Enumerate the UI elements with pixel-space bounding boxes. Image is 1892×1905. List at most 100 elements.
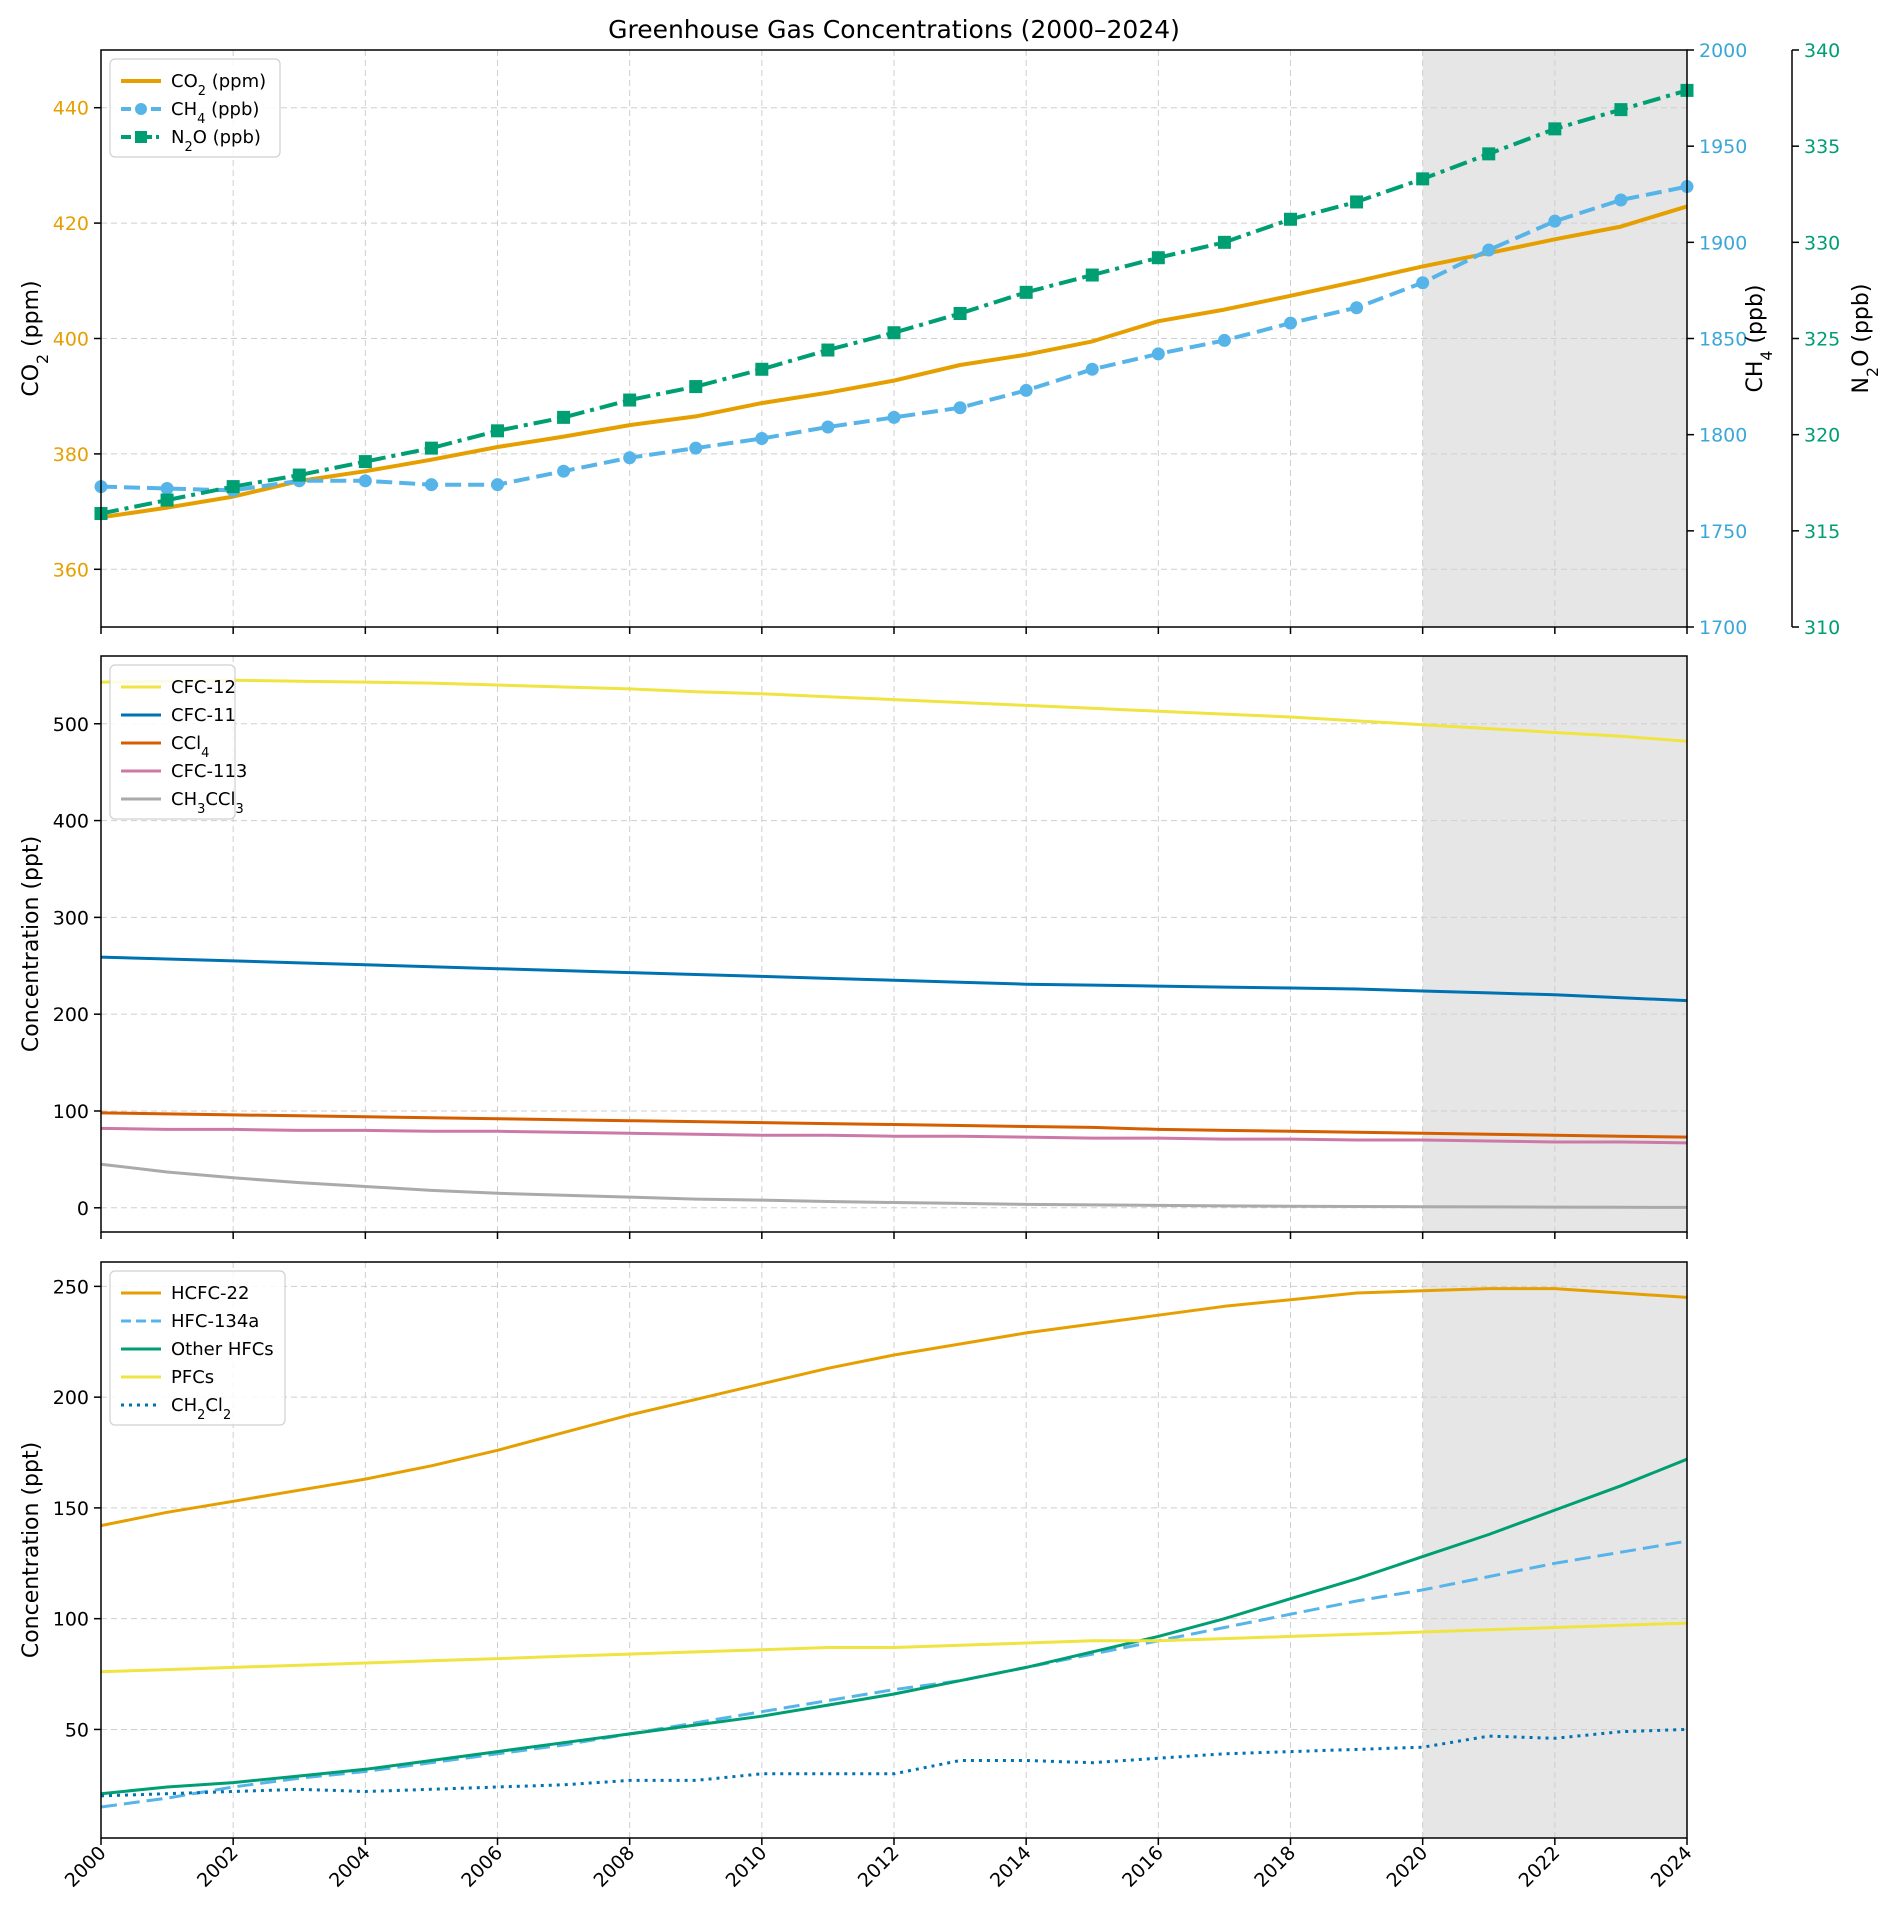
x-tick-label: 2002: [193, 1842, 243, 1892]
y-tick-label: 320: [1804, 425, 1840, 447]
series-line-co2-ppm-: [100, 204, 1688, 520]
series-line-ch2cl2: [100, 1727, 1688, 1798]
x-axis: 2000 2002 2004 2006 2008 2010 2012 2014 2016 2018…: [61, 1838, 1697, 1892]
legend-label: Other HFCs: [171, 1339, 274, 1360]
legend-label: HFC-134a: [171, 1311, 259, 1332]
legend-label: CFC-113: [171, 761, 247, 782]
shaded-region: [1422, 1262, 1687, 1838]
y-tick-label: 300: [53, 907, 89, 929]
legend-box: [109, 58, 281, 158]
data-point: [887, 326, 901, 340]
data-point: [557, 410, 571, 424]
y-tick-label: 500: [53, 714, 89, 736]
data-point: [821, 420, 835, 434]
data-point: [491, 478, 504, 492]
y-tick-label: 1700: [1699, 617, 1747, 639]
data-point: [292, 468, 306, 482]
y-tick-label: 360: [53, 559, 89, 581]
data-point: [557, 464, 571, 478]
y-tick-label: 0: [77, 1198, 89, 1220]
legend: CO2 (ppm)CH4 (ppb)N2O (ppb): [109, 58, 281, 158]
x-tick-label: 2006: [457, 1842, 507, 1892]
legend: HCFC-22 HFC-134a Other HFCs PFCs CH2Cl2: [109, 1270, 286, 1426]
data-point: [1284, 212, 1297, 226]
y-tick-label: 1800: [1699, 425, 1747, 447]
x-tick-label: 2004: [325, 1842, 375, 1892]
y-axis-label: Concentration (ppt): [19, 1442, 44, 1658]
y-axis-label: N2O (ppb): [1849, 284, 1882, 394]
data-point: [623, 393, 637, 407]
data-point: [1482, 147, 1496, 161]
legend-label: CFC-12: [171, 677, 236, 698]
y-tick-label: 1850: [1699, 329, 1747, 351]
y-tick-label: 440: [53, 98, 89, 120]
y-tick-label: 200: [53, 1387, 89, 1409]
y-tick-label: 2000: [1699, 40, 1747, 62]
series-line-ch3ccl3: [100, 1162, 1688, 1209]
y-axis-n2o: 310 315 320 325 330 335 340 N2O (ppb): [1791, 40, 1882, 639]
data-point: [1416, 172, 1430, 186]
data-point: [424, 441, 438, 455]
y-tick-label: 50: [65, 1719, 89, 1741]
series-line-ccl4: [100, 1111, 1688, 1139]
y-tick-label: 335: [1804, 136, 1840, 158]
data-point: [755, 362, 769, 376]
y-axis-label: CH4 (ppb): [1743, 284, 1776, 392]
x-tick-label: 2008: [589, 1842, 639, 1892]
data-point: [1019, 383, 1033, 397]
data-point: [1217, 235, 1231, 249]
x-tick-label: 2000: [61, 1842, 111, 1892]
x-tick-label: 2018: [1250, 1842, 1300, 1892]
x-tick-label: 2010: [722, 1842, 772, 1892]
y-tick-label: 380: [53, 444, 89, 466]
x-tick-label: 2020: [1382, 1842, 1432, 1892]
y-tick-label: 1900: [1699, 232, 1747, 254]
data-point: [491, 424, 504, 438]
data-point: [953, 401, 967, 415]
data-point: [160, 493, 174, 507]
data-point: [1284, 316, 1297, 330]
series-line-cfc-12: [100, 678, 1688, 743]
y-tick-label: 330: [1804, 232, 1840, 254]
data-point: [1151, 251, 1165, 265]
y-axis-ch4: 1700 1750 1800 1850 1900 1950 2000 CH4 (ppb): [1687, 40, 1776, 639]
series-line-hcfc-22: [100, 1287, 1688, 1528]
legend-label: CH2Cl2: [171, 1395, 231, 1423]
data-point: [1151, 347, 1165, 361]
legend-label: CH3CCl3: [171, 789, 244, 817]
data-point: [689, 441, 703, 455]
data-point: [1614, 193, 1628, 207]
y-tick-label: 310: [1804, 617, 1840, 639]
data-point: [755, 432, 769, 446]
y-axis-label: Concentration (ppt): [19, 836, 44, 1052]
legend-label: CCl4: [171, 733, 209, 761]
y-tick-label: 150: [53, 1498, 89, 1520]
x-tick-label: 2022: [1515, 1842, 1565, 1892]
legend-label: PFCs: [171, 1367, 214, 1388]
x-tick-label: 2014: [986, 1842, 1036, 1892]
y-axis-label: CO2 (ppm): [19, 280, 52, 396]
x-tick-label: 2016: [1118, 1842, 1168, 1892]
y-tick-label: 100: [53, 1609, 89, 1631]
legend-label: CO2 (ppm): [171, 71, 266, 99]
data-point: [1085, 362, 1099, 376]
series-line-cfc-11: [100, 955, 1688, 1003]
x-tick-label: 2012: [854, 1842, 904, 1892]
data-point: [1019, 285, 1033, 299]
y-tick-label: 400: [53, 329, 89, 351]
series-line-hfc-134a: [100, 1539, 1688, 1809]
data-point: [887, 410, 901, 424]
data-point: [623, 451, 637, 465]
data-point: [1350, 195, 1364, 209]
y-tick-label: 200: [53, 1004, 89, 1026]
series-line-pfcs: [100, 1621, 1688, 1674]
data-point: [821, 343, 835, 357]
data-point: [1482, 243, 1496, 257]
y-tick-label: 1950: [1699, 136, 1747, 158]
series-line-cfc-113: [100, 1126, 1688, 1145]
x-tick-label: 2024: [1647, 1842, 1697, 1892]
shaded-region: [1422, 656, 1687, 1232]
legend-box: [109, 1270, 286, 1426]
legend-marker: [135, 103, 147, 115]
